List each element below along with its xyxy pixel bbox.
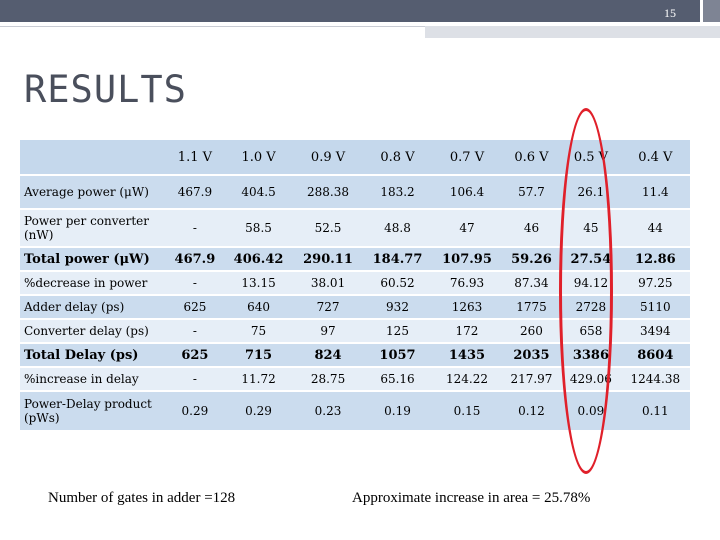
- table-cell: 1263: [432, 295, 502, 320]
- table-row: Total power (μW) 467.9 406.42 290.11 184.77 1…: [20, 247, 690, 272]
- table-cell: 124.22: [432, 367, 502, 392]
- table-cell: 0.29: [166, 391, 224, 432]
- accent-line: [0, 26, 720, 38]
- voltage-header: 1.1 V: [166, 140, 224, 176]
- table-cell: 65.16: [362, 367, 433, 392]
- gate-count-note: Number of gates in adder =128: [48, 490, 236, 506]
- table-cell: 11.72: [223, 367, 294, 392]
- page-title: RESULTS: [24, 68, 187, 111]
- table-cell: 76.93: [432, 271, 502, 296]
- table-cell: 58.5: [223, 209, 294, 248]
- table-cell: 3494: [620, 319, 690, 344]
- table-cell: 60.52: [362, 271, 433, 296]
- row-label: Average power (μW): [20, 175, 166, 210]
- voltage-header: 0.9 V: [293, 140, 363, 176]
- area-increase-note: Approximate increase in area = 25.78%: [352, 490, 591, 506]
- table-cell: 1244.38: [620, 367, 690, 392]
- highlight-oval: [559, 108, 613, 474]
- table-cell: 260: [501, 319, 562, 344]
- table-header-row: 1.1 V 1.0 V 0.9 V 0.8 V 0.7 V 0.6 V 0.5 V 0.4 V: [20, 140, 690, 176]
- table-cell: 48.8: [362, 209, 433, 248]
- table-cell: 1775: [501, 295, 562, 320]
- table-cell: 172: [432, 319, 502, 344]
- table-cell: 0.23: [293, 391, 363, 432]
- table-cell: 46: [501, 209, 562, 248]
- table-cell: 0.11: [620, 391, 690, 432]
- table-row: %decrease in power -13.15 38.01 60.52 76.93 8…: [20, 271, 690, 296]
- table-cell: 467.9: [166, 247, 224, 272]
- voltage-header: 0.8 V: [362, 140, 433, 176]
- table-cell: 75: [223, 319, 294, 344]
- table-row: %increase in delay -11.72 28.75 65.16 124.22…: [20, 367, 690, 392]
- table-cell: 44: [620, 209, 690, 248]
- table-cell: -: [166, 271, 224, 296]
- table-cell: 97: [293, 319, 363, 344]
- table-cell: 59.26: [501, 247, 562, 272]
- top-bar-end: [703, 0, 720, 22]
- table-cell: 0.12: [501, 391, 562, 432]
- table-cell: 183.2: [362, 175, 433, 210]
- table-cell: 932: [362, 295, 433, 320]
- table-cell: 625: [166, 295, 224, 320]
- voltage-header: 1.0 V: [223, 140, 294, 176]
- table-cell: 406.42: [223, 247, 294, 272]
- voltage-header: 0.4 V: [620, 140, 690, 176]
- table-cell: 28.75: [293, 367, 363, 392]
- slide-number: 15: [664, 6, 676, 20]
- table-cell: -: [166, 209, 224, 248]
- table-cell: 38.01: [293, 271, 363, 296]
- table-cell: 57.7: [501, 175, 562, 210]
- table-cell: 5110: [620, 295, 690, 320]
- table-cell: 727: [293, 295, 363, 320]
- table-cell: 467.9: [166, 175, 224, 210]
- table-cell: 1057: [362, 343, 433, 368]
- table-cell: 184.77: [362, 247, 433, 272]
- table-cell: 87.34: [501, 271, 562, 296]
- table-cell: 106.4: [432, 175, 502, 210]
- row-label: %increase in delay: [20, 367, 166, 392]
- table-cell: 640: [223, 295, 294, 320]
- top-bar: 15: [0, 0, 700, 22]
- table-row: Average power (μW) 467.9 404.5 288.38 183.2 1…: [20, 175, 690, 210]
- table-cell: 715: [223, 343, 294, 368]
- row-label: Total Delay (ps): [20, 343, 166, 368]
- table-cell: -: [166, 367, 224, 392]
- table-cell: 288.38: [293, 175, 363, 210]
- row-label: %decrease in power: [20, 271, 166, 296]
- table-cell: 13.15: [223, 271, 294, 296]
- table-cell: 52.5: [293, 209, 363, 248]
- voltage-header: 0.7 V: [432, 140, 502, 176]
- table-cell: 11.4: [620, 175, 690, 210]
- table-cell: 0.29: [223, 391, 294, 432]
- table-cell: 0.15: [432, 391, 502, 432]
- table-cell: 8604: [620, 343, 690, 368]
- table-row: Total Delay (ps) 625 715 824 1057 1435 2035 338…: [20, 343, 690, 368]
- table-cell: 824: [293, 343, 363, 368]
- table-cell: 290.11: [293, 247, 363, 272]
- row-label: Power per converter (nW): [20, 209, 166, 248]
- table-cell: 1435: [432, 343, 502, 368]
- row-label: Power-Delay product (pWs): [20, 391, 166, 432]
- table-cell: 107.95: [432, 247, 502, 272]
- table-cell: 625: [166, 343, 224, 368]
- voltage-header: 0.6 V: [501, 140, 562, 176]
- table-row: Converter delay (ps) -75 97 125 172 260 658 349…: [20, 319, 690, 344]
- table-cell: -: [166, 319, 224, 344]
- table-cell: 97.25: [620, 271, 690, 296]
- row-label: Total power (μW): [20, 247, 166, 272]
- table-cell: 217.97: [501, 367, 562, 392]
- table-cell: 0.19: [362, 391, 433, 432]
- table-cell: 125: [362, 319, 433, 344]
- row-label: Adder delay (ps): [20, 295, 166, 320]
- table-cell: 47: [432, 209, 502, 248]
- header-corner: [20, 140, 166, 176]
- row-label: Converter delay (ps): [20, 319, 166, 344]
- table-cell: 404.5: [223, 175, 294, 210]
- table-cell: 12.86: [620, 247, 690, 272]
- table-cell: 2035: [501, 343, 562, 368]
